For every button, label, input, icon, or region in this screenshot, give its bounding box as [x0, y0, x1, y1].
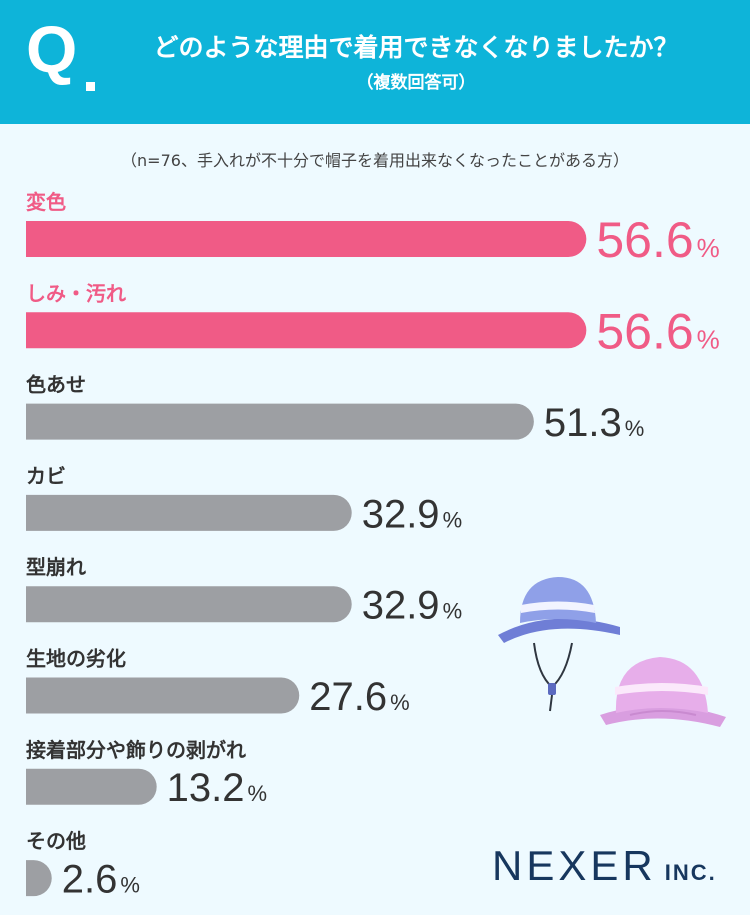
value-label: 56.6%	[596, 303, 719, 359]
bar	[26, 221, 587, 257]
value-number: 27.6	[309, 675, 387, 719]
value-percent: %	[248, 781, 268, 806]
value-percent: %	[697, 324, 720, 354]
hat-illustration	[498, 577, 726, 727]
bar	[26, 312, 587, 349]
value-label: 51.3%	[544, 401, 644, 445]
category-label: 型崩れ	[26, 555, 86, 579]
logo-main-text: NEXER	[492, 842, 657, 889]
bar	[26, 586, 352, 623]
category-label: 接着部分や飾りの剥がれ	[26, 738, 246, 762]
category-label: 生地の劣化	[26, 647, 126, 671]
value-number: 32.9	[362, 584, 440, 628]
bucket-hat-blue-icon	[498, 577, 620, 712]
q-mark: Q	[26, 12, 78, 86]
value-label: 13.2%	[167, 766, 267, 810]
question-title: どのような理由で着用できなくなりましたか？	[153, 33, 679, 62]
sample-note: （n=76、手入れが不十分で帽子を着用出来なくなったことがある方）	[121, 151, 629, 170]
category-label: 変色	[26, 190, 66, 214]
value-percent: %	[443, 599, 463, 624]
category-label: しみ・汚れ	[26, 281, 126, 305]
question-subtitle: （複数回答可）	[356, 73, 476, 93]
q-dot	[86, 82, 95, 91]
category-label: カビ	[26, 464, 66, 488]
value-percent: %	[120, 873, 140, 898]
value-label: 27.6%	[309, 675, 409, 719]
value-label: 32.9%	[362, 584, 462, 628]
value-percent: %	[697, 233, 720, 263]
bar	[26, 677, 300, 714]
value-number: 56.6	[596, 212, 693, 268]
value-number: 13.2	[167, 766, 245, 810]
value-number: 2.6	[62, 858, 118, 902]
value-number: 32.9	[362, 492, 440, 536]
bucket-hat-pink-icon	[600, 657, 726, 727]
bar	[26, 403, 534, 440]
category-label: 色あせ	[26, 373, 86, 397]
value-label: 32.9%	[362, 492, 462, 536]
bar	[26, 768, 157, 805]
category-label: その他	[26, 829, 86, 853]
bar	[26, 494, 352, 531]
logo-suffix-text: INC.	[664, 860, 717, 885]
value-label: 56.6%	[596, 212, 719, 268]
value-number: 51.3	[544, 401, 622, 445]
header-banner: Q どのような理由で着用できなくなりましたか？ （複数回答可）	[0, 0, 750, 124]
bar	[26, 860, 52, 897]
value-number: 56.6	[596, 303, 693, 359]
value-percent: %	[625, 416, 645, 441]
nexer-logo: NEXER INC.	[492, 842, 717, 892]
value-percent: %	[443, 507, 463, 532]
value-percent: %	[390, 690, 410, 715]
value-label: 2.6%	[62, 858, 140, 902]
